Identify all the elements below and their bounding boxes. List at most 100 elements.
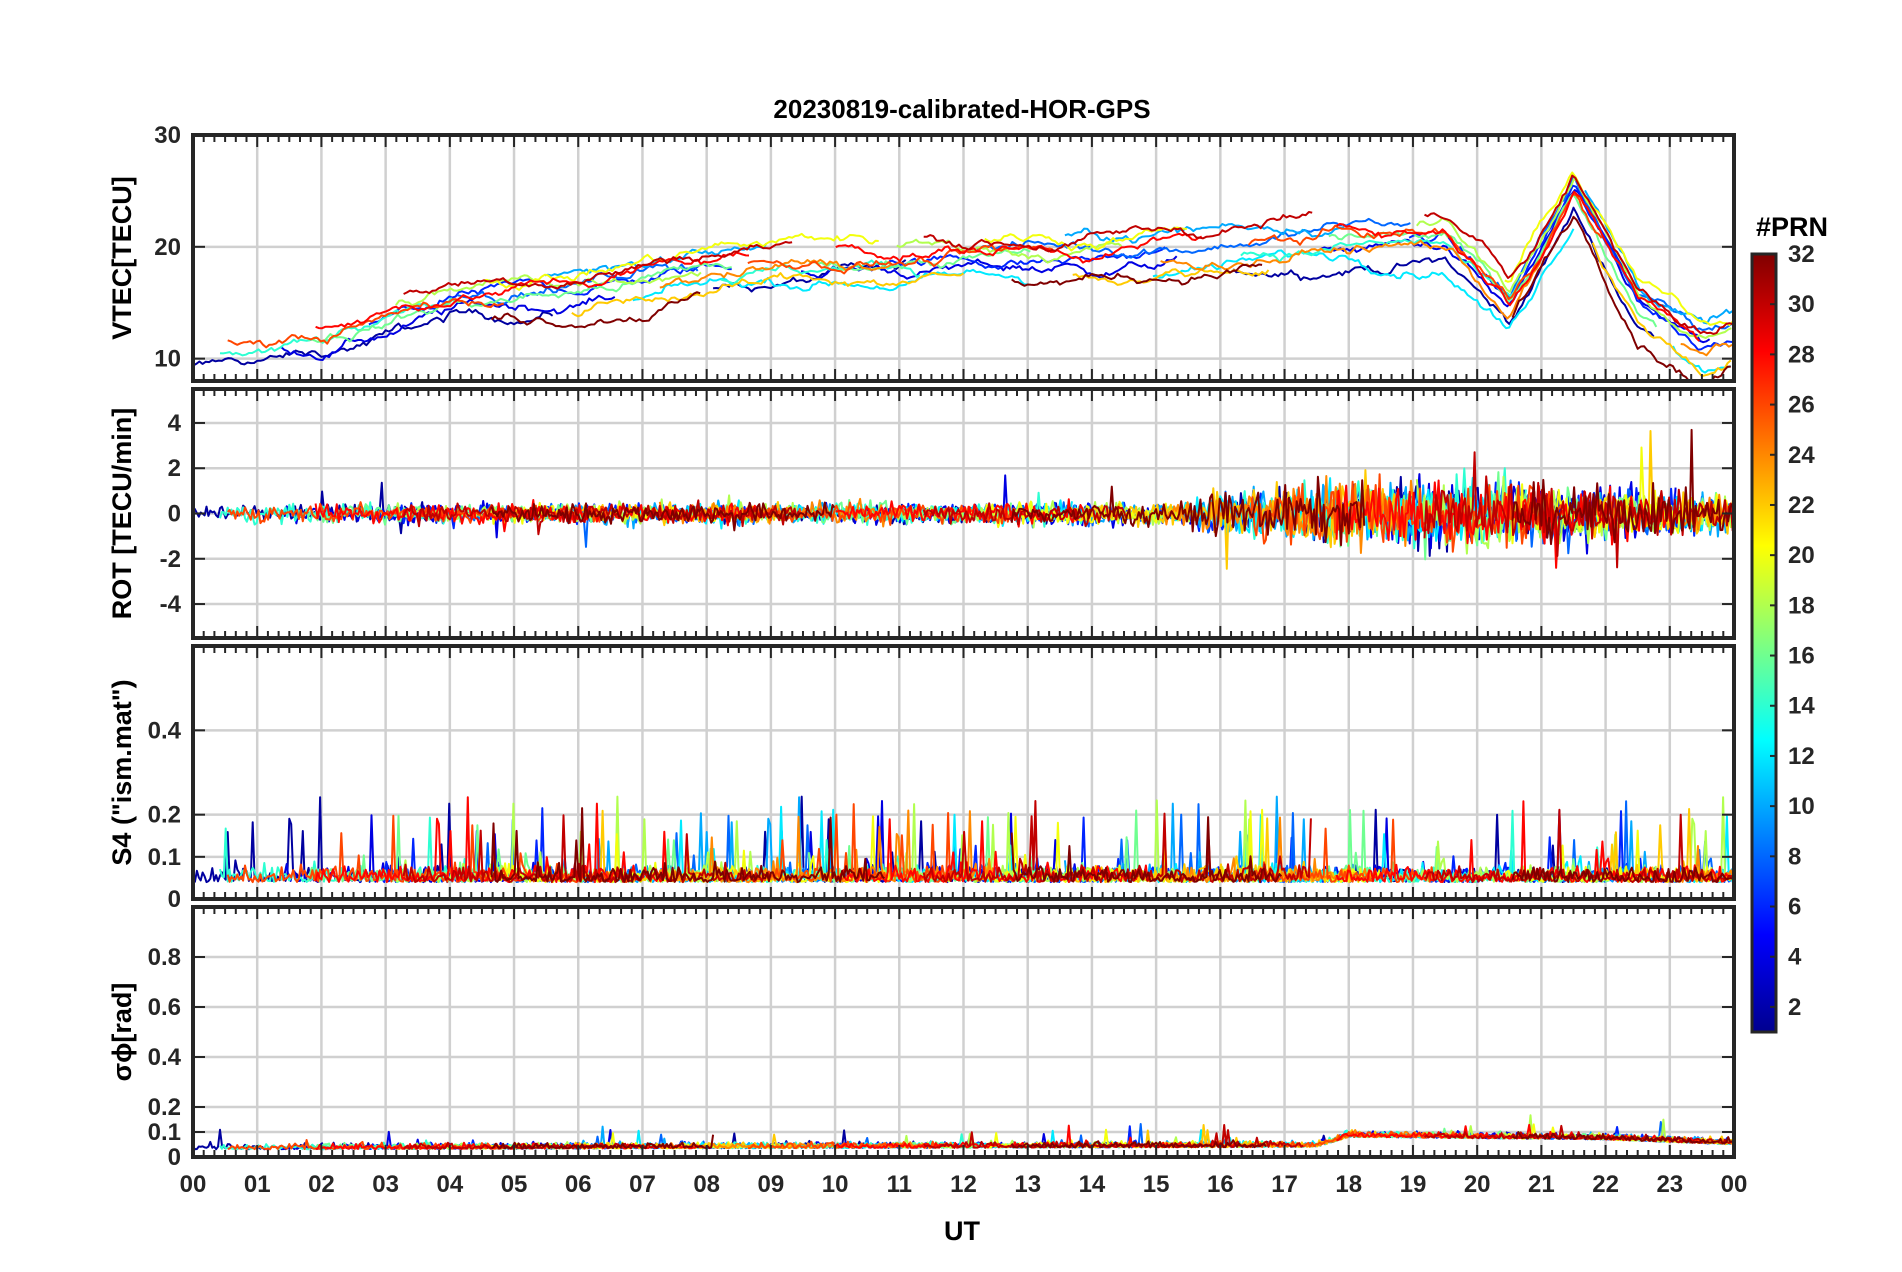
series-line-prn-2 bbox=[1232, 206, 1655, 338]
y-tick-label: 0.8 bbox=[148, 944, 181, 971]
panel-vtec-data bbox=[193, 171, 1734, 381]
y-tick-label: 0.4 bbox=[148, 717, 182, 744]
y-tick-label: 0.4 bbox=[148, 1044, 182, 1071]
x-tick-label: 11 bbox=[887, 1171, 912, 1198]
series-line-prn-20 bbox=[1504, 171, 1734, 326]
x-tick-label: 19 bbox=[1400, 1171, 1427, 1198]
colorbar-tick-label: 28 bbox=[1788, 341, 1815, 368]
x-tick-label: 18 bbox=[1335, 1171, 1362, 1198]
y-tick-label: 0.2 bbox=[148, 1094, 181, 1121]
colorbar-frame bbox=[1750, 252, 1778, 1034]
x-tick-label: 00 bbox=[1721, 1171, 1748, 1198]
series-line-prn-30 bbox=[1423, 808, 1734, 884]
colorbar-tick-label: 8 bbox=[1788, 843, 1801, 870]
y-tick-label: 0 bbox=[168, 501, 181, 528]
x-tick-label: 05 bbox=[501, 1171, 528, 1198]
y-tick-label: 2 bbox=[168, 455, 181, 482]
series-line-prn-22 bbox=[571, 271, 965, 318]
series-line-prn-30 bbox=[1424, 174, 1733, 335]
panel-vtec: 10 20 30 VTEC[TECU] bbox=[107, 122, 1736, 383]
x-tick-label: 03 bbox=[372, 1171, 399, 1198]
x-tick-label: 02 bbox=[308, 1171, 335, 1198]
colorbar-tick-label: 14 bbox=[1788, 693, 1815, 720]
x-tick-label: 06 bbox=[565, 1171, 592, 1198]
panel-rot-data bbox=[193, 428, 1734, 570]
panel-frame bbox=[191, 905, 1736, 1159]
series-line-prn-20 bbox=[483, 232, 879, 291]
y-axis-label-sigma-phi: σϕ[rad] bbox=[107, 983, 137, 1082]
series-line-prn-30 bbox=[402, 814, 771, 884]
colorbar-tick-label: 16 bbox=[1788, 643, 1815, 670]
series-line-prn-32 bbox=[490, 807, 886, 884]
series-line-prn-32 bbox=[1511, 215, 1731, 381]
series-line-prn-26 bbox=[226, 814, 633, 884]
series-line-prn-28 bbox=[835, 232, 1203, 264]
y-tick-label: 10 bbox=[154, 346, 181, 373]
y-axis-label-vtec: VTEC[TECU] bbox=[107, 176, 137, 340]
panel-s4: 0 0.1 0.2 0.4 S4 ("ism.mat") bbox=[107, 644, 1736, 913]
series-line-prn-2 bbox=[193, 308, 554, 367]
panel-frame bbox=[191, 644, 1736, 901]
x-tick-label: 01 bbox=[244, 1171, 271, 1198]
x-tick-label: 10 bbox=[822, 1171, 849, 1198]
series-line-prn-18 bbox=[395, 271, 702, 307]
series-line-prn-32 bbox=[490, 501, 836, 532]
x-tick-label: 23 bbox=[1656, 1171, 1683, 1198]
series-line-prn-26 bbox=[747, 243, 1053, 275]
y-tick-label: 0.2 bbox=[148, 802, 181, 829]
series-line-prn-32 bbox=[1011, 263, 1263, 287]
series-line-prn-28 bbox=[1336, 190, 1701, 342]
y-tick-label: 20 bbox=[154, 234, 181, 261]
series-line-prn-6 bbox=[888, 246, 1166, 270]
colorbar-tick-label: 30 bbox=[1788, 291, 1815, 318]
series-line-prn-16 bbox=[307, 262, 732, 343]
x-tick-label: 16 bbox=[1207, 1171, 1234, 1198]
series-line-prn-18 bbox=[896, 238, 1123, 264]
series-line-prn-28 bbox=[315, 251, 750, 330]
y-tick-label: 0.1 bbox=[148, 1119, 181, 1146]
x-tick-label: 12 bbox=[950, 1171, 977, 1198]
x-axis-label: UT bbox=[944, 1216, 980, 1246]
series-line-prn-24 bbox=[1680, 342, 1733, 357]
panel-frame bbox=[191, 133, 1736, 383]
colorbar-tick-label: 18 bbox=[1788, 592, 1815, 619]
panel-frame bbox=[191, 387, 1736, 640]
series-line-prn-26 bbox=[746, 803, 957, 884]
panel-rot: -4 -2 0 2 4 ROT [TECU/min] bbox=[107, 387, 1736, 640]
colorbar-tick-label: 20 bbox=[1788, 542, 1815, 569]
x-tick-label: 22 bbox=[1592, 1171, 1619, 1198]
series-line-prn-32 bbox=[491, 1134, 715, 1150]
y-tick-label: 30 bbox=[154, 122, 181, 149]
colorbar-gradient bbox=[1752, 254, 1776, 1032]
series-line-prn-32 bbox=[1010, 816, 1283, 884]
series-line-prn-32 bbox=[1010, 475, 1366, 547]
series-line-prn-32 bbox=[1010, 1139, 1267, 1149]
y-axis-label-rot: ROT [TECU/min] bbox=[107, 408, 137, 619]
series-line-prn-30 bbox=[922, 800, 1312, 884]
colorbar-tick-label: 4 bbox=[1788, 944, 1802, 971]
x-tick-label: 17 bbox=[1271, 1171, 1298, 1198]
series-line-prn-28 bbox=[835, 818, 1153, 883]
colorbar-tick-label: 10 bbox=[1788, 793, 1815, 820]
y-tick-label: 4 bbox=[168, 410, 182, 437]
series-line-prn-32 bbox=[490, 291, 701, 329]
x-tick-label: 00 bbox=[180, 1171, 207, 1198]
series-line-prn-4 bbox=[280, 294, 616, 361]
series-line-prn-30 bbox=[403, 241, 793, 295]
series-line-prn-32 bbox=[1511, 428, 1734, 546]
x-tick-label: 04 bbox=[436, 1171, 463, 1198]
series-line-prn-32 bbox=[1511, 866, 1733, 883]
series-line-prn-32 bbox=[1511, 1131, 1733, 1145]
series-line-prn-30 bbox=[1423, 1124, 1734, 1145]
x-tick-label: 07 bbox=[629, 1171, 656, 1198]
x-tick-label: 20 bbox=[1464, 1171, 1491, 1198]
colorbar-tick-label: 24 bbox=[1788, 442, 1815, 469]
chart-title: 20230819-calibrated-HOR-GPS bbox=[773, 94, 1150, 124]
y-tick-label: 0.6 bbox=[148, 994, 181, 1021]
series-line-prn-22 bbox=[1591, 242, 1732, 378]
y-axis-label-s4: S4 ("ism.mat") bbox=[107, 679, 137, 865]
y-tick-label: 0.1 bbox=[148, 844, 181, 871]
series-line-prn-12 bbox=[1672, 345, 1732, 374]
